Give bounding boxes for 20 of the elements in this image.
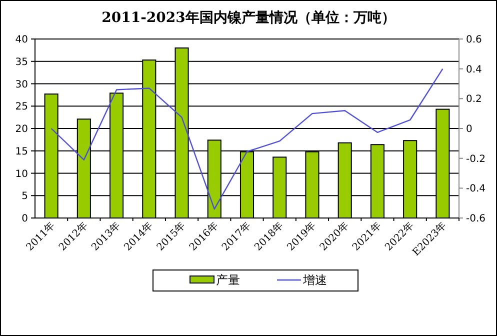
y2-tick-label: -0.4 (466, 184, 486, 195)
legend-label: 增速 (302, 273, 327, 288)
y2-tick-label: 0 (466, 124, 472, 135)
legend-label: 产量 (216, 273, 240, 288)
y-tick-label: 20 (15, 124, 28, 135)
y-tick-label: 40 (15, 34, 28, 46)
y2-tick-label: -0.2 (466, 154, 486, 165)
y-tick-label: 10 (15, 168, 28, 180)
y-tick-label: 15 (15, 146, 28, 158)
y2-tick-label: 0.2 (466, 94, 482, 106)
y2-tick-label: 0.4 (466, 64, 482, 76)
y-tick-label: 5 (22, 191, 28, 202)
line-series (50, 68, 444, 210)
y-tick-label: 0 (22, 214, 28, 224)
y2-tick-label: -0.6 (466, 214, 486, 224)
y-tick-label: 30 (15, 79, 28, 90)
y-tick-label: 25 (15, 102, 28, 113)
chart-title: 2011-2023年国内镍产量情况（单位：万吨） (102, 9, 396, 26)
y2-tick-label: 0.6 (466, 34, 482, 46)
y-tick-label: 35 (15, 56, 28, 68)
